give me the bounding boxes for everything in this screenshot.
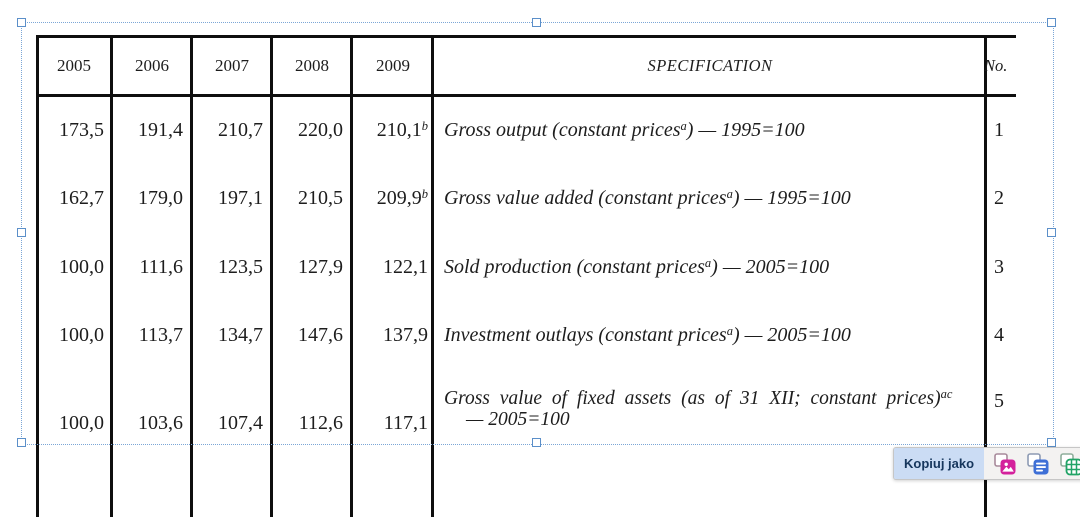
selection-handle-right-middle[interactable] bbox=[1047, 228, 1056, 237]
specification-cell: Gross value added (constant pricesa) — 1… bbox=[444, 187, 851, 209]
value-cell: 112,6 bbox=[298, 412, 343, 434]
value-cell: 100,0 bbox=[59, 412, 104, 434]
selection-handle-top-right[interactable] bbox=[1047, 18, 1056, 27]
footnote-mark: a bbox=[704, 256, 712, 270]
selection-handle-left-middle[interactable] bbox=[17, 228, 26, 237]
specification-cell: Sold production (constant pricesa) — 200… bbox=[444, 256, 830, 278]
table-row: 100,0 103,6 107,4 112,6 117,1 bbox=[0, 409, 1080, 437]
value-cell: 111,6 bbox=[139, 256, 183, 278]
value-cell: 191,4 bbox=[138, 119, 183, 141]
header-specification: SPECIFICATION bbox=[647, 56, 773, 75]
footnote-mark: ac bbox=[940, 387, 953, 401]
copy-as-label: Kopiuj jako bbox=[894, 448, 985, 479]
header-year-2007: 2007 bbox=[215, 56, 249, 75]
column-divider bbox=[190, 35, 193, 517]
value-cell: 123,5 bbox=[218, 256, 263, 278]
header-year-2006: 2006 bbox=[135, 56, 169, 75]
header-year-2008: 2008 bbox=[295, 56, 329, 75]
selection-handle-bottom-middle[interactable] bbox=[532, 438, 541, 447]
value-cell: 210,1b bbox=[376, 119, 428, 141]
copy-as-popup: Kopiuj jako bbox=[893, 447, 1080, 480]
row-number-cell: 3 bbox=[994, 256, 1004, 278]
value-cell: 100,0 bbox=[59, 324, 104, 346]
header-year-2005: 2005 bbox=[57, 56, 91, 75]
copy-as-table-icon bbox=[1060, 452, 1080, 475]
specification-cell: Investment outlays (constant pricesa) — … bbox=[444, 324, 851, 346]
selection-handle-top-middle[interactable] bbox=[532, 18, 541, 27]
value-cell: 134,7 bbox=[218, 324, 263, 346]
table-row: 100,0 113,7 134,7 147,6 137,9 Investment… bbox=[0, 321, 1080, 349]
copy-as-image-button[interactable] bbox=[993, 452, 1017, 476]
column-divider bbox=[110, 35, 113, 517]
selection-handle-bottom-right[interactable] bbox=[1047, 438, 1056, 447]
selection-marquee bbox=[21, 22, 1054, 445]
value-cell: 147,6 bbox=[298, 324, 343, 346]
selection-handle-bottom-left[interactable] bbox=[17, 438, 26, 447]
header-no: No. bbox=[984, 56, 1008, 75]
table-header-row: 2005 2006 2007 2008 2009 SPECIFICATION N… bbox=[0, 52, 1080, 80]
value-cell: 113,7 bbox=[138, 324, 183, 346]
value-cell: 117,1 bbox=[383, 412, 428, 434]
column-divider bbox=[431, 35, 434, 517]
copy-as-table-button[interactable] bbox=[1059, 452, 1080, 476]
column-divider bbox=[350, 35, 353, 517]
value-cell: 103,6 bbox=[138, 412, 183, 434]
value-cell: 100,0 bbox=[59, 256, 104, 278]
column-divider bbox=[270, 35, 273, 517]
column-divider bbox=[984, 35, 987, 517]
table-left-border bbox=[36, 35, 39, 517]
value-cell: 137,9 bbox=[383, 324, 428, 346]
value-cell: 209,9b bbox=[376, 187, 428, 209]
copy-as-text-icon bbox=[1027, 452, 1049, 474]
value-cell: 162,7 bbox=[59, 187, 104, 209]
footnote-mark: a bbox=[726, 324, 733, 338]
table-row: 162,7 179,0 197,1 210,5 209,9b Gross val… bbox=[0, 184, 1080, 212]
row-number-cell: 2 bbox=[994, 187, 1004, 209]
copy-as-text-button[interactable] bbox=[1026, 452, 1050, 476]
selection-handle-top-left[interactable] bbox=[17, 18, 26, 27]
table-row: 173,5 191,4 210,7 220,0 210,1b Gross out… bbox=[0, 116, 1080, 144]
value-cell: 127,9 bbox=[298, 256, 343, 278]
value-cell: 197,1 bbox=[218, 187, 263, 209]
row-number-cell: 1 bbox=[994, 119, 1004, 141]
row-number-cell: 4 bbox=[994, 324, 1004, 346]
value-cell: 107,4 bbox=[218, 412, 263, 434]
table-row: 100,0 111,6 123,5 127,9 122,1 Sold produ… bbox=[0, 253, 1080, 281]
footnote-mark: b bbox=[421, 119, 428, 133]
table-top-border bbox=[36, 35, 1016, 38]
specification-cell: Gross output (constant pricesa) — 1995=1… bbox=[444, 119, 805, 141]
value-cell: 210,7 bbox=[218, 119, 263, 141]
specification-cell: Gross value of fixed assets (as of 31 XI… bbox=[444, 387, 953, 430]
value-cell: 122,1 bbox=[383, 256, 428, 278]
row-number-cell: 5 bbox=[994, 390, 1004, 412]
value-cell: 173,5 bbox=[59, 119, 104, 141]
footnote-mark: a bbox=[680, 119, 687, 133]
value-cell: 210,5 bbox=[298, 187, 343, 209]
header-year-2009: 2009 bbox=[376, 56, 410, 75]
footnote-mark: b bbox=[421, 187, 428, 201]
footnote-mark: a bbox=[726, 187, 733, 201]
value-cell: 179,0 bbox=[138, 187, 183, 209]
copy-as-image-icon bbox=[994, 452, 1016, 474]
value-cell: 220,0 bbox=[298, 119, 343, 141]
table-header-separator bbox=[36, 94, 1016, 97]
